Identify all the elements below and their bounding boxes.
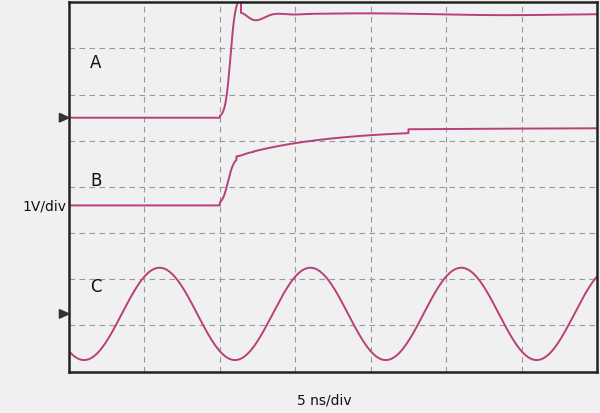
Text: 1V/div: 1V/div — [22, 199, 66, 213]
Text: A: A — [90, 54, 101, 72]
Text: C: C — [90, 277, 101, 295]
Text: 5 ns/div: 5 ns/div — [296, 393, 352, 407]
Text: B: B — [90, 171, 101, 189]
